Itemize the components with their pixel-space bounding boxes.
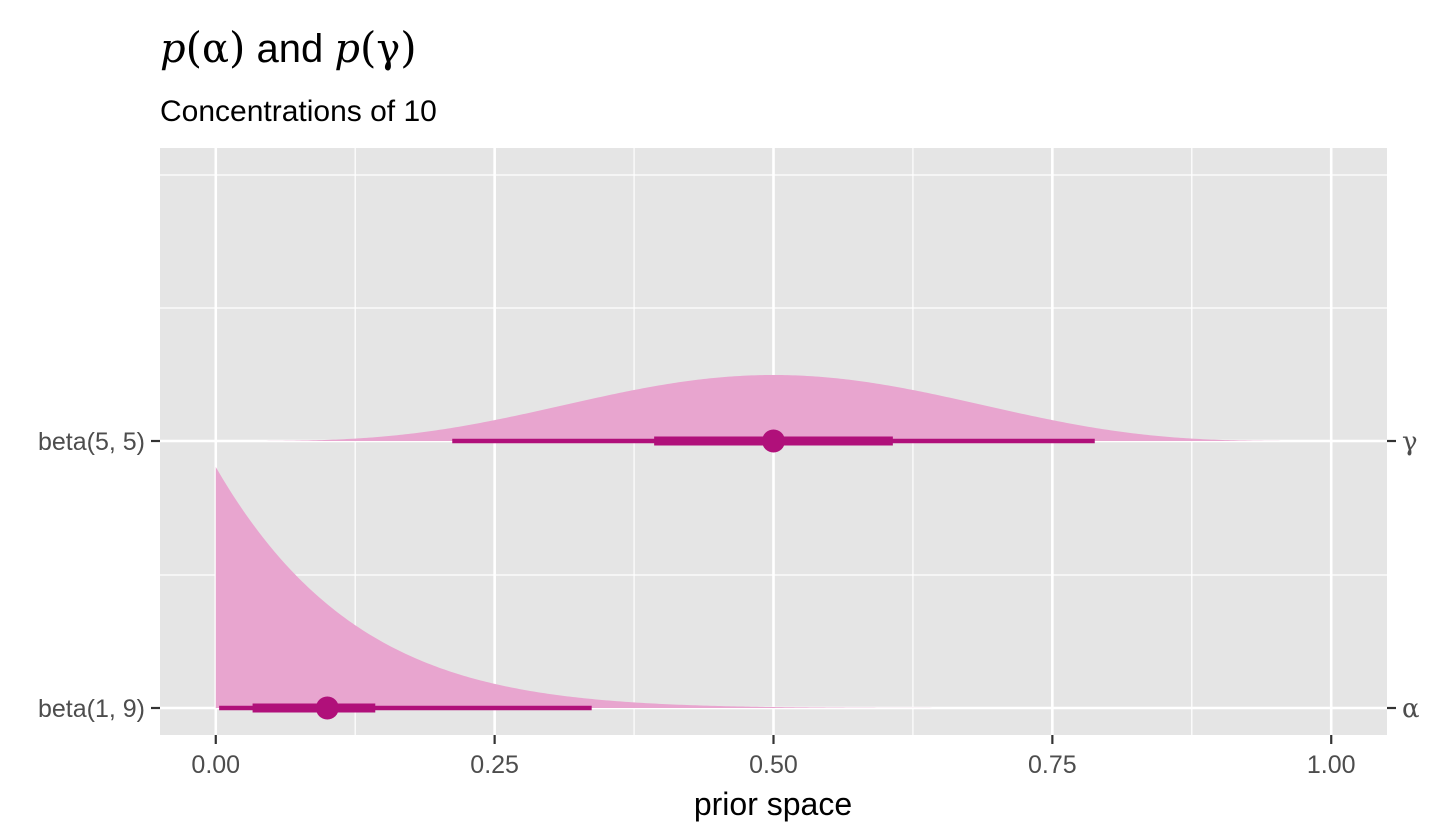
title-arg1: α — [202, 26, 229, 72]
title-arg2: γ — [376, 26, 400, 72]
axes-layer: beta(1, 9) α beta(5, 5) γ 0.00 0.25 0.50 0.75 1.… — [38, 427, 1420, 779]
chart-title: p(α) and p(γ) — [160, 23, 417, 72]
y-tick-label-right: α — [1402, 694, 1420, 724]
y-tick-label-left: beta(5, 5) — [38, 428, 145, 456]
chart-subtitle: Concentrations of 10 — [160, 95, 437, 128]
title-p2: p — [334, 26, 360, 72]
point-estimate — [315, 696, 339, 720]
data-layer — [215, 375, 1332, 720]
y-tick-label-left: beta(1, 9) — [38, 695, 145, 723]
y-tick-label-right: γ — [1402, 427, 1418, 457]
x-tick-label: 1.00 — [1307, 751, 1356, 779]
x-tick-label: 0.00 — [191, 751, 240, 779]
x-tick-label: 0.25 — [470, 751, 519, 779]
density-slab — [215, 375, 1332, 441]
x-tick-label: 0.75 — [1028, 751, 1077, 779]
x-axis-title: prior space — [694, 786, 852, 822]
title-p1: p — [160, 26, 186, 72]
point-estimate — [762, 429, 785, 453]
title-conj: and — [245, 27, 334, 71]
density-slab — [215, 467, 1332, 708]
x-tick-label: 0.50 — [749, 751, 798, 779]
